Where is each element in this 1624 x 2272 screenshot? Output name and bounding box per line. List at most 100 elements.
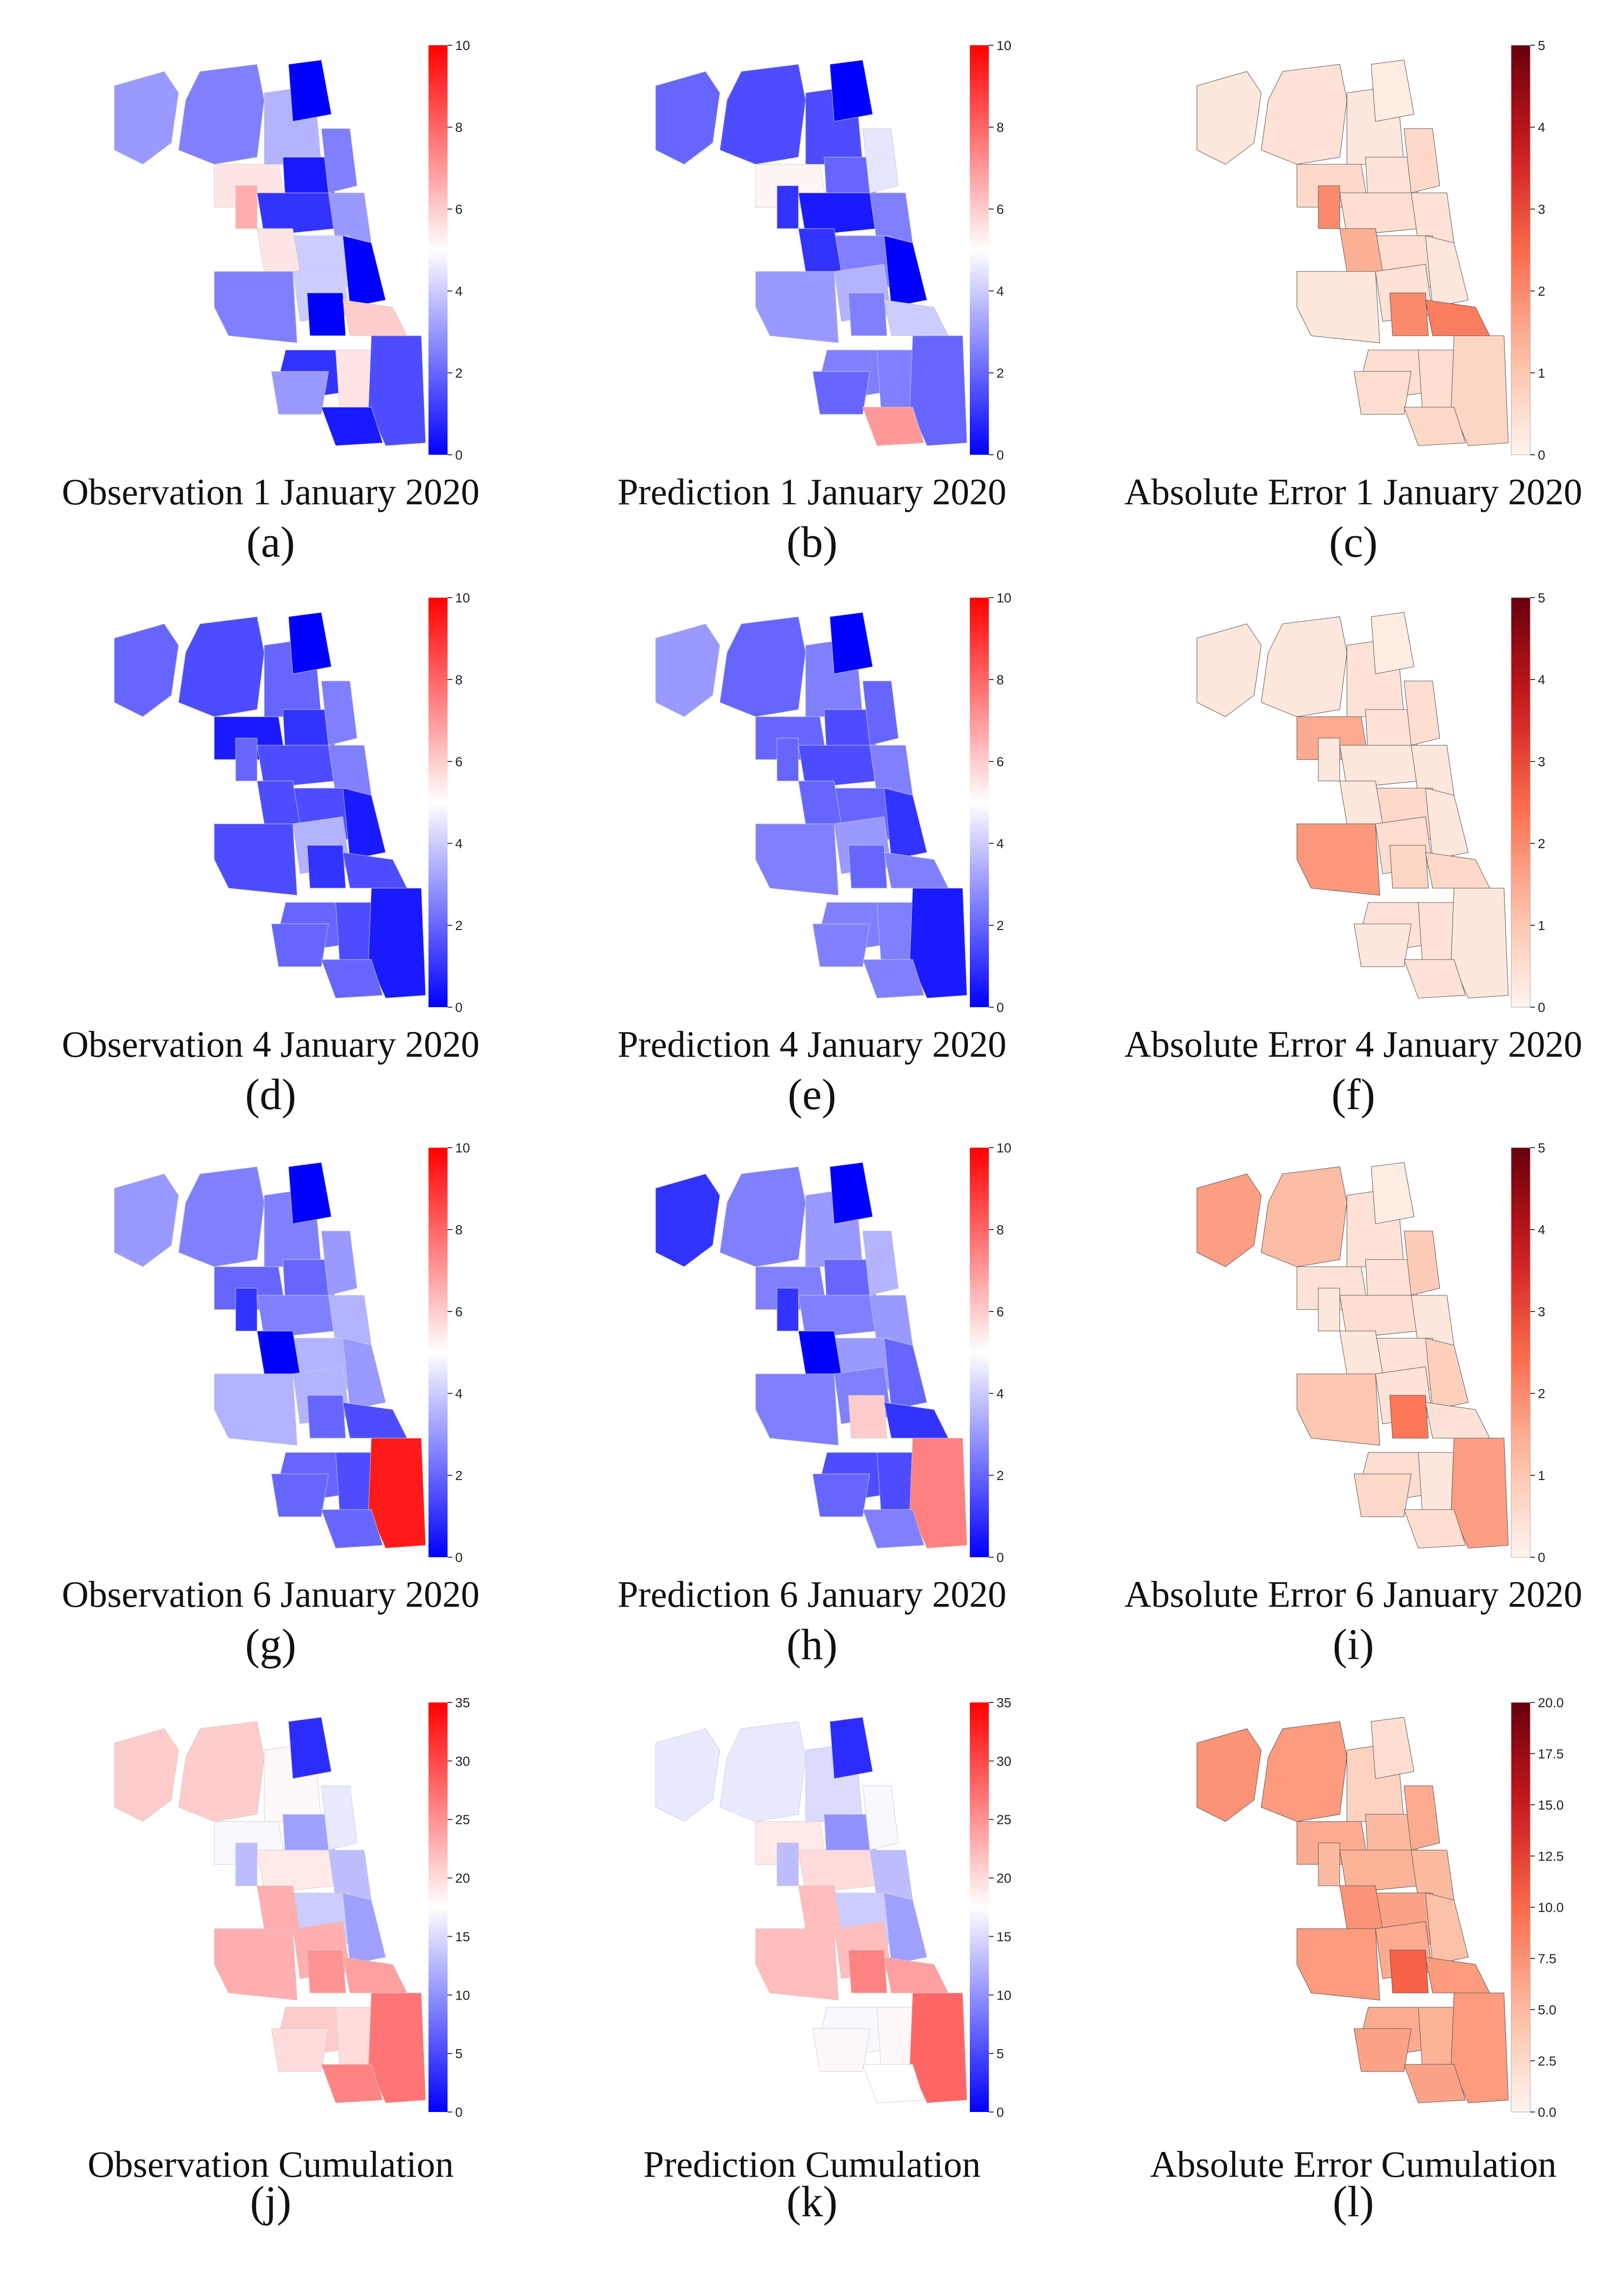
colorbar (970, 45, 989, 455)
colorbar (970, 1702, 989, 2112)
region-11 (884, 235, 927, 308)
region-3 (829, 612, 873, 674)
region-18 (1354, 923, 1412, 967)
region-3 (288, 612, 332, 674)
panel-g: 0 2 4 6 8 10 Observation 6 January 2020 (g) (0, 1121, 541, 1683)
map-regions (655, 612, 967, 999)
choropleth-map-d: 0 2 4 6 8 10 (114, 591, 470, 1015)
region-15 (848, 1950, 887, 1993)
region-9 (328, 745, 372, 796)
colorbar (1511, 1702, 1531, 2112)
region-18 (1354, 371, 1412, 415)
region-8 (1404, 128, 1440, 193)
colorbar-tick-label: 1 (1538, 918, 1545, 933)
region-3 (288, 1162, 332, 1224)
colorbar-tick-label: 6 (996, 754, 1004, 769)
panel-title: Observation 1 January 2020 (61, 471, 480, 512)
region-8 (1404, 681, 1440, 746)
colorbar-tick-label: 8 (996, 120, 1004, 135)
region-9 (1411, 745, 1455, 796)
colorbar-tick-label: 10 (455, 1141, 470, 1155)
colorbar-tick-label: 4 (996, 836, 1004, 851)
colorbar (428, 1702, 448, 2112)
region-1 (1261, 616, 1347, 717)
region-3 (1371, 1717, 1415, 1779)
region-9 (1411, 1850, 1455, 1901)
colorbar-tick-label: 2 (996, 1468, 1004, 1483)
region-16 (1425, 1957, 1490, 1993)
region-8 (321, 681, 358, 746)
region-3 (288, 60, 332, 122)
region-5 (235, 185, 258, 229)
region-3 (829, 1162, 873, 1224)
region-18 (812, 923, 870, 967)
region-12 (798, 1331, 842, 1374)
colorbar-tick-label: 10 (996, 591, 1011, 605)
colorbar-tick-label: 0.0 (1538, 2105, 1556, 2120)
region-8 (321, 1231, 358, 1296)
region-12 (798, 1885, 842, 1929)
panel-label: (d) (245, 1070, 297, 1119)
region-11 (342, 1338, 386, 1410)
choropleth-map-a: 0 2 4 6 8 10 (114, 38, 470, 462)
region-20 (1451, 335, 1509, 446)
panel-title: Prediction Cumulation (643, 2143, 981, 2185)
region-12 (798, 781, 842, 824)
region-21 (1404, 959, 1466, 999)
region-20 (909, 335, 967, 446)
region-21 (862, 2064, 925, 2103)
region-12 (1339, 1885, 1383, 1929)
panel-h: 0 2 4 6 8 10 Prediction 6 January 2020 (h) (541, 1121, 1083, 1683)
region-0 (655, 1173, 720, 1267)
region-1 (178, 616, 265, 717)
region-5 (777, 1288, 799, 1331)
region-15 (848, 1395, 887, 1439)
region-1 (178, 1721, 265, 1822)
region-3 (1371, 612, 1415, 674)
panel-b: 0 2 4 6 8 10 Prediction 1 January 2020 (b) (541, 19, 1083, 581)
region-15 (307, 292, 346, 336)
panel-a: 0 2 4 6 8 10 Observation 1 January 2020 (a) (0, 19, 541, 581)
choropleth-map-b: 0 2 4 6 8 10 (655, 38, 1011, 462)
region-11 (1425, 1338, 1469, 1410)
colorbar-tick-label: 1 (1538, 366, 1545, 380)
panel-title: Prediction 4 January 2020 (618, 1023, 1006, 1065)
choropleth-map-e: 0 2 4 6 8 10 (655, 591, 1011, 1015)
region-9 (869, 745, 913, 796)
panel-label: (j) (250, 2177, 291, 2226)
map-regions (1196, 1162, 1509, 1549)
colorbar-tick-label: 2 (455, 918, 463, 933)
region-12 (1339, 1331, 1383, 1374)
colorbar-tick-label: 0 (996, 2105, 1004, 2120)
region-18 (812, 2028, 870, 2072)
colorbar-tick-label: 4 (996, 284, 1004, 299)
map-regions (114, 1162, 426, 1549)
choropleth-map-j: 0 5 10 15 20 25 30 35 (114, 1695, 470, 2120)
region-13 (755, 1373, 839, 1446)
colorbar (428, 45, 448, 455)
colorbar-tick-label: 6 (455, 754, 463, 769)
region-15 (848, 292, 887, 336)
colorbar-tick-label: 25 (455, 1812, 470, 1827)
colorbar-tick-label: 5 (1538, 38, 1545, 53)
colorbar-tick-label: 5 (996, 2046, 1004, 2061)
region-12 (1339, 781, 1383, 824)
colorbar-tick-label: 10 (996, 1141, 1011, 1155)
panel-title: Absolute Error 1 January 2020 (1124, 471, 1583, 512)
region-1 (719, 1721, 806, 1822)
colorbar-tick-label: 10 (996, 38, 1011, 53)
colorbar-tick-label: 3 (1538, 202, 1545, 217)
region-12 (257, 1331, 300, 1374)
region-15 (1389, 1950, 1429, 1993)
colorbar-tick-label: 0 (455, 448, 463, 462)
colorbar-tick-label: 0 (455, 1550, 463, 1565)
panel-title: Observation 4 January 2020 (61, 1023, 480, 1065)
colorbar-tick-label: 4 (1538, 1222, 1545, 1237)
map-regions (655, 60, 967, 446)
region-5 (1318, 185, 1340, 229)
choropleth-map-c: 0 1 2 3 4 5 (1196, 38, 1545, 462)
region-1 (1261, 1166, 1347, 1267)
region-0 (655, 71, 720, 165)
panel-label: (h) (786, 1620, 838, 1669)
region-9 (1411, 1295, 1455, 1346)
